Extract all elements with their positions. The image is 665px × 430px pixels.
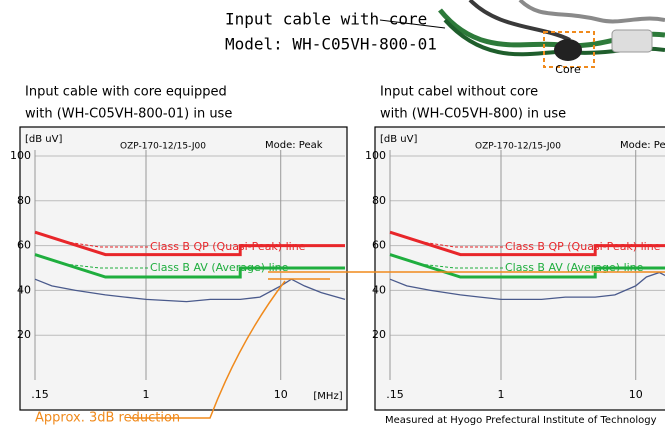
code: OZP-170-12/15-J00: [475, 142, 561, 152]
legend-label: Class B QP (Quasi-Peak) line: [150, 240, 306, 253]
chart-title: Input cabel without core: [380, 85, 538, 100]
legend-label: Class B AV (Average) line: [150, 261, 289, 274]
pointer: [379, 19, 446, 29]
chart-title: Input cable with core equipped: [25, 85, 227, 100]
leader-line: [419, 241, 503, 248]
legend-label: Class B AV (Average) line: [505, 261, 644, 274]
y-tick-label: 100: [10, 149, 31, 162]
y-tick-label: 40: [17, 283, 31, 296]
y-tick-label: 20: [372, 328, 386, 341]
series-line: [389, 271, 665, 301]
note: Approx. 3dB reduction: [35, 411, 180, 426]
footer: Measured at Hyogo Prefectural Institute …: [385, 415, 657, 426]
cable-photo: [438, 0, 665, 68]
x-tick-label: 1: [497, 388, 504, 401]
mode: Mode: Peak: [265, 140, 323, 151]
code: OZP-170-12/15-J00: [120, 142, 206, 152]
core-label: Core: [555, 63, 581, 76]
y-tick-label: 80: [372, 194, 386, 207]
leader-line: [64, 241, 148, 248]
leader-line: [64, 263, 148, 269]
legend-label: Class B QP (Quasi-Peak) line: [505, 240, 661, 253]
x-tick-label: .15: [31, 388, 49, 401]
series-line: [389, 253, 665, 279]
series-line: [34, 230, 345, 257]
y-tick-label: 20: [17, 328, 31, 341]
leader-line: [419, 263, 503, 269]
series-line: [34, 278, 346, 303]
series-line: [389, 230, 665, 257]
y-axis-label: [dB uV]: [25, 134, 62, 145]
x-tick-label: .15: [386, 388, 404, 401]
note-arrow: [130, 280, 286, 419]
y-tick-label: 60: [17, 239, 31, 252]
y-tick-label: 60: [372, 239, 386, 252]
chart-subtitle: with (WH-C05VH-800-01) in use: [25, 107, 232, 122]
y-tick-label: 100: [365, 149, 386, 162]
x-tick-label: 10: [629, 388, 643, 401]
chart-subtitle: with (WH-C05VH-800) in use: [380, 107, 566, 122]
header-title: Input cable with core: [225, 10, 427, 29]
x-tick-label: 1: [142, 388, 149, 401]
header-model: Model: WH-C05VH-800-01: [225, 35, 437, 54]
x-axis-label: [MHz]: [313, 391, 342, 402]
x-tick-label: 10: [274, 388, 288, 401]
y-tick-label: 80: [17, 194, 31, 207]
y-tick-label: 40: [372, 283, 386, 296]
charts: Input cable with core equipped with (WH-C…: [10, 85, 665, 411]
mode: Mode: Peak: [620, 140, 665, 151]
y-axis-label: [dB uV]: [380, 134, 417, 145]
series-line: [34, 253, 345, 279]
